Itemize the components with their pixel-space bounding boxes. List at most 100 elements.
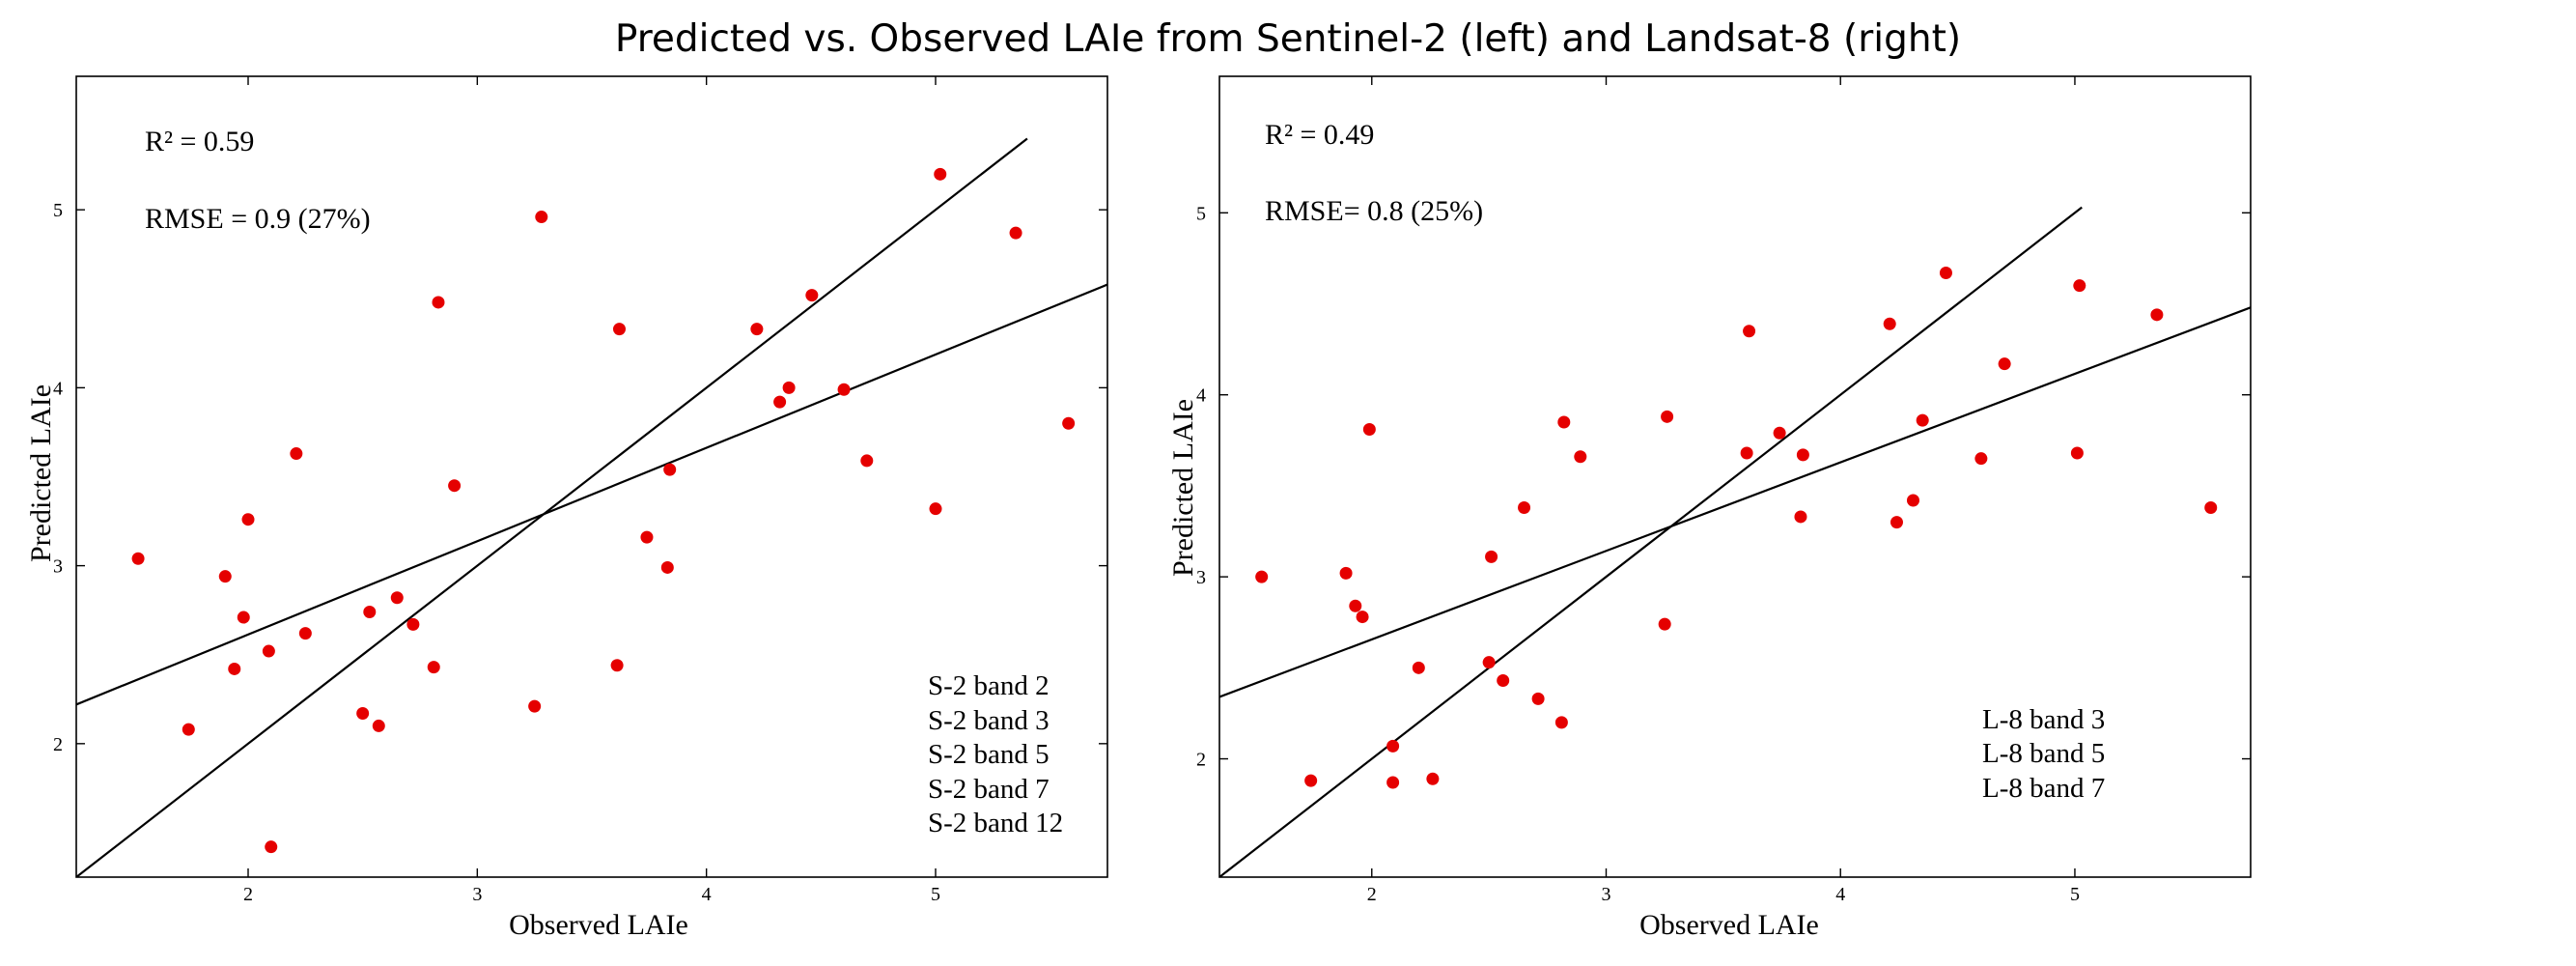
landsat8-y-axis-label: Predicted LAIe (1167, 399, 1199, 577)
sentinel2-data-point (660, 560, 674, 574)
landsat8-data-point (1883, 317, 1896, 330)
sentinel2-legend-entry: S-2 band 7 (928, 774, 1050, 805)
sentinel2-data-point (218, 570, 232, 583)
sentinel2-data-point (612, 323, 626, 336)
landsat8-data-point (1255, 570, 1269, 583)
landsat8-data-point (1412, 661, 1425, 674)
sentinel2-one-to-one-line (76, 137, 1028, 877)
sentinel2-plot-area (76, 137, 1107, 877)
sentinel2-x-tick-label: 5 (931, 884, 940, 905)
landsat8-rmse-annotation: RMSE= 0.8 (25%) (1265, 195, 1483, 227)
landsat8-data-point (1974, 452, 1988, 466)
landsat8-regression-line (1219, 306, 2251, 698)
landsat8-data-point (1916, 413, 1929, 427)
sentinel2-y-tick-label: 2 (53, 734, 63, 755)
landsat8-data-point (1794, 510, 1807, 524)
landsat8-data-point (1386, 739, 1400, 753)
landsat8-data-point (1658, 617, 1671, 631)
landsat8-data-point (1304, 774, 1318, 787)
landsat8-legend: L-8 band 3 L-8 band 5 L-8 band 7 (1982, 704, 2105, 804)
sentinel2-data-point (934, 167, 947, 181)
sentinel2-data-point (1062, 416, 1076, 430)
sentinel2-data-point (448, 479, 462, 493)
landsat8-x-tick-label: 2 (1367, 884, 1377, 905)
sentinel2-y-tick-label: 3 (53, 556, 63, 578)
sentinel2-data-point (390, 591, 404, 605)
landsat8-data-point (1356, 611, 1369, 624)
sentinel2-x-tick-label: 2 (243, 884, 253, 905)
sentinel2-regression-line (76, 283, 1107, 706)
landsat8-data-point (2204, 501, 2218, 515)
sentinel2-data-point (290, 447, 303, 461)
landsat8-data-point (1386, 776, 1400, 789)
sentinel2-data-point (773, 395, 787, 409)
sentinel2-plot-frame (75, 75, 1108, 878)
sentinel2-legend-entry: S-2 band 5 (928, 739, 1050, 770)
sentinel2-data-point (363, 606, 377, 619)
landsat8-data-point (1557, 415, 1571, 429)
landsat8-data-point (1339, 566, 1353, 580)
sentinel2-data-point (262, 644, 275, 658)
sentinel2-legend: S-2 band 2 S-2 band 3 S-2 band 5 S-2 ban… (928, 670, 1063, 838)
sentinel2-data-point (372, 719, 385, 732)
landsat8-data-point (1740, 446, 1753, 460)
sentinel2-data-point (610, 659, 624, 672)
landsat8-data-point (1998, 357, 2011, 371)
sentinel2-legend-entry: S-2 band 3 (928, 705, 1050, 736)
sentinel2-data-point (356, 707, 370, 721)
landsat8-data-point (1661, 410, 1674, 423)
landsat8-data-point (1890, 516, 1903, 529)
sentinel2-data-point (298, 627, 312, 640)
sentinel2-y-axis-label: Predicted LAIe (25, 384, 57, 562)
landsat8-data-point (2070, 446, 2084, 460)
landsat8-data-point (1531, 692, 1545, 705)
sentinel2-y-tick-label: 5 (53, 200, 63, 221)
landsat8-legend-entry: L-8 band 3 (1982, 704, 2105, 735)
landsat8-data-point (1554, 716, 1568, 729)
landsat8-y-tick-label: 3 (1196, 567, 1206, 588)
sentinel2-data-point (432, 296, 445, 309)
figure-title: Predicted vs. Observed LAIe from Sentine… (615, 17, 1961, 61)
sentinel2-data-point (663, 463, 677, 476)
landsat8-data-point (1482, 656, 1496, 669)
sentinel2-data-point (237, 611, 250, 624)
landsat8-data-point (2073, 279, 2086, 293)
landsat8-plot-frame (1218, 75, 2252, 878)
landsat8-legend-entry: L-8 band 5 (1982, 738, 2105, 769)
landsat8-y-tick-label: 4 (1196, 385, 1206, 407)
sentinel2-data-point (131, 552, 145, 565)
sentinel2-data-point (929, 502, 942, 516)
landsat8-one-to-one-line (1219, 206, 2083, 877)
landsat8-data-point (2150, 308, 2164, 322)
sentinel2-rmse-annotation: RMSE = 0.9 (27%) (145, 203, 371, 235)
sentinel2-data-point (1009, 226, 1022, 240)
landsat8-x-axis-label: Observed LAIe (1639, 909, 1819, 941)
sentinel2-data-point (241, 513, 255, 526)
sentinel2-x-axis-label: Observed LAIe (509, 909, 688, 941)
landsat8-data-point (1426, 772, 1440, 785)
landsat8-y-tick-label: 5 (1196, 203, 1206, 224)
landsat8-ticks: 2 3 4 5 2 3 4 5 (1196, 76, 2251, 905)
sentinel2-data-point (837, 383, 851, 396)
landsat8-data-point (1906, 494, 1919, 507)
landsat8-data-point (1497, 674, 1510, 688)
sentinel2-ticks: 2 3 4 5 2 3 4 5 (53, 76, 1107, 905)
sentinel2-data-point (182, 723, 195, 736)
sentinel2-data-point (640, 530, 654, 544)
landsat8-x-tick-label: 4 (1835, 884, 1845, 905)
sentinel2-legend-entry: S-2 band 2 (928, 670, 1050, 701)
sentinel2-data-point (782, 381, 796, 394)
sentinel2-data-point (265, 840, 278, 854)
sentinel2-scatter-panel: 2 3 4 5 2 3 4 5 R² = 0.59 RMSE = 0.9 (27%) S-2 … (25, 75, 1108, 941)
sentinel2-y-tick-label: 4 (53, 378, 63, 399)
sentinel2-data-point (750, 323, 764, 336)
landsat8-data-point (1773, 426, 1786, 440)
sentinel2-data-point (528, 699, 542, 713)
sentinel2-data-point (228, 662, 241, 675)
landsat8-plot-area (1219, 206, 2251, 877)
sentinel2-data-point (860, 454, 874, 468)
landsat8-data-point (1362, 423, 1376, 437)
sentinel2-legend-entry: S-2 band 12 (928, 808, 1063, 838)
sentinel2-data-point (427, 661, 440, 674)
